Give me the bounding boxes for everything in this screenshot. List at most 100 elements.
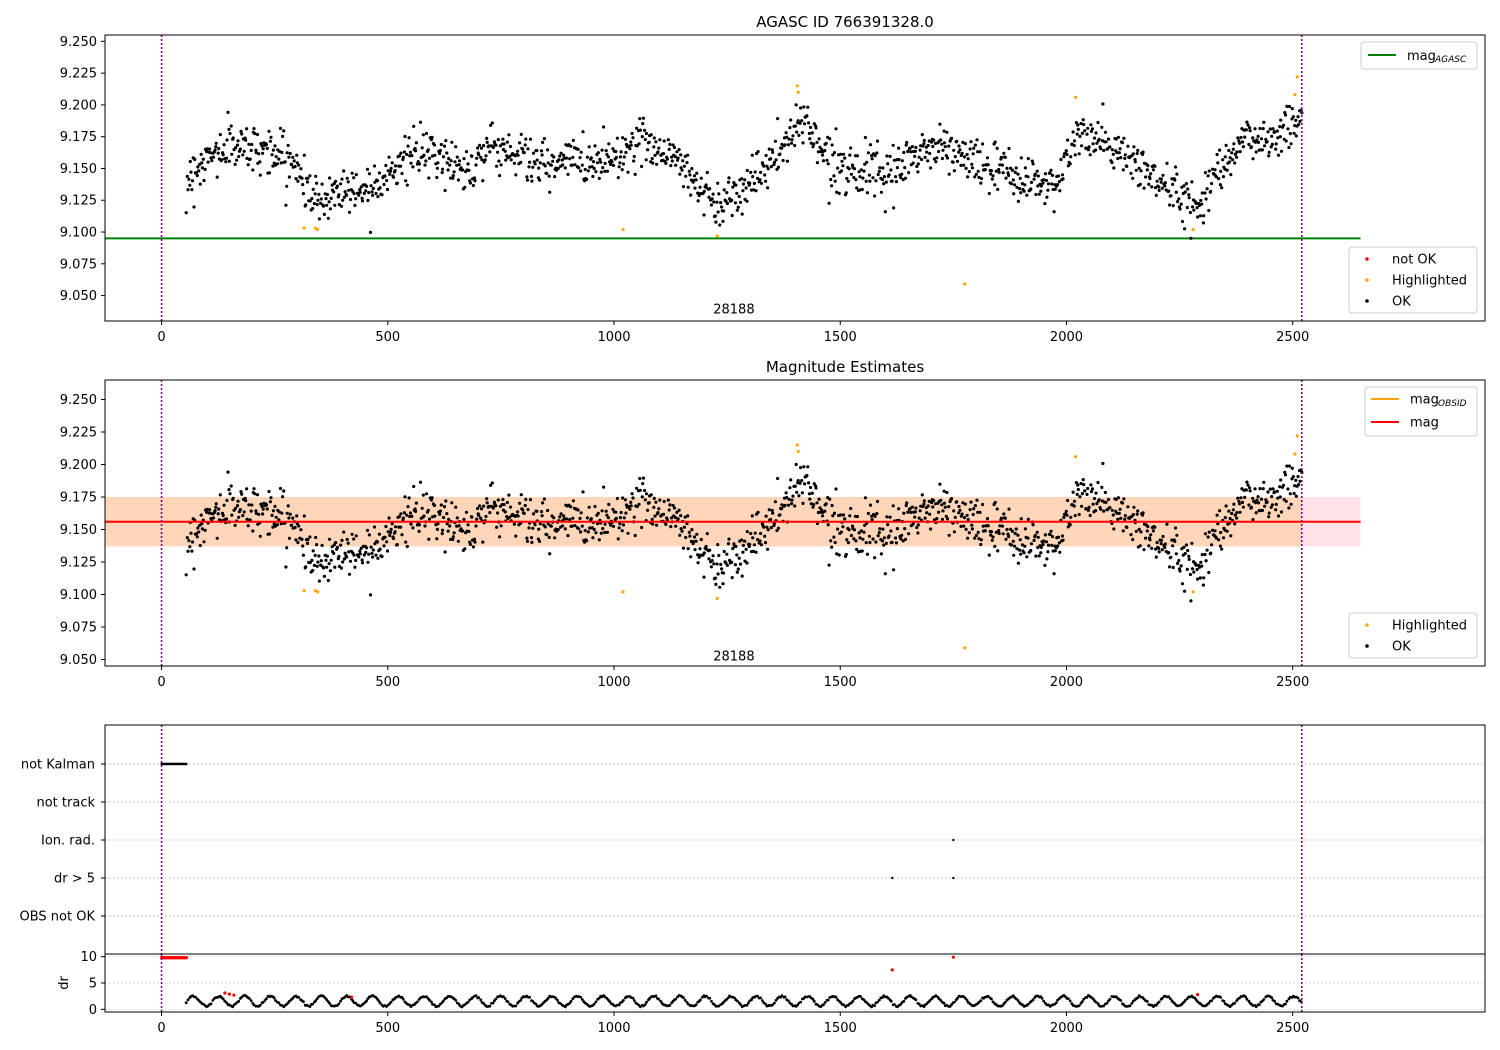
ok-point (329, 196, 333, 200)
ok-point (508, 154, 512, 159)
ok-point (1287, 145, 1291, 150)
ok-point (617, 165, 621, 169)
ok-point (963, 502, 968, 506)
panel1-y-tick-label: 9.050 (60, 289, 97, 304)
ok-point (670, 516, 674, 520)
ok-point (385, 178, 389, 183)
ok-point (591, 536, 595, 540)
ok-point (839, 513, 843, 517)
dr-ok-point (430, 1000, 433, 1004)
ok-point (1192, 570, 1196, 574)
ok-point (472, 537, 477, 541)
ok-point (989, 533, 993, 537)
ok-point (299, 528, 303, 532)
ok-point (1159, 177, 1164, 181)
ok-point (325, 565, 329, 569)
ok-point (1119, 156, 1123, 160)
ok-point (1101, 461, 1105, 466)
ok-point (998, 163, 1002, 167)
ok-point (1225, 168, 1229, 172)
ok-point (406, 505, 410, 509)
dr-ok-point (261, 1001, 265, 1004)
ok-point (1248, 489, 1252, 493)
ok-point (316, 198, 320, 202)
ok-point (1199, 198, 1203, 203)
ok-point (1279, 478, 1283, 482)
ok-point (759, 543, 764, 547)
ok-point (1096, 120, 1100, 125)
ok-point (882, 175, 887, 179)
ok-point (319, 201, 323, 205)
ok-point (1147, 544, 1151, 548)
ok-point (973, 504, 978, 508)
ok-point (616, 176, 620, 180)
ok-point (1120, 141, 1125, 145)
ok-point (1116, 517, 1120, 521)
ok-point (824, 141, 828, 145)
ok-point (455, 516, 459, 520)
ok-point (617, 526, 621, 530)
ok-point (1267, 154, 1271, 158)
ok-point (442, 144, 447, 148)
dr-ok-point (571, 997, 575, 1001)
ok-point (1119, 516, 1123, 520)
panel1-y-tick-label: 9.100 (60, 226, 97, 241)
ok-point (455, 155, 459, 159)
ok-point (981, 502, 985, 507)
ok-point (327, 200, 331, 204)
ok-point (571, 499, 576, 503)
ok-point (679, 166, 683, 170)
ok-point (1198, 576, 1202, 580)
ok-point (479, 155, 483, 159)
ok-point (718, 223, 722, 227)
ok-point (184, 573, 188, 577)
ok-point (490, 481, 494, 485)
ok-point (993, 140, 997, 144)
ok-point (1010, 529, 1015, 533)
dr-ok-point (1207, 1001, 1211, 1005)
panel2-y-tick-label: 9.050 (60, 653, 97, 668)
ok-point (631, 136, 635, 140)
ok-point (714, 582, 718, 587)
ok-point (283, 160, 287, 164)
ok-point (817, 137, 821, 141)
ok-point (433, 514, 437, 518)
ok-point (669, 525, 673, 529)
ok-point (894, 175, 898, 179)
ok-point (790, 138, 794, 142)
ok-point (1157, 550, 1161, 554)
ok-point (281, 134, 285, 138)
ok-point (1136, 509, 1140, 513)
ok-point (1145, 168, 1149, 172)
ok-point (855, 514, 860, 519)
ok-point (871, 537, 875, 541)
ok-point (196, 165, 200, 169)
ok-point (666, 498, 670, 502)
ok-point (1019, 156, 1023, 160)
ok-point (369, 545, 373, 549)
ok-point (1261, 487, 1265, 491)
dr-ok-point (519, 999, 523, 1002)
ok-point (649, 133, 653, 137)
ok-point (993, 183, 997, 187)
ok-point (365, 546, 369, 550)
ok-point (226, 110, 230, 114)
ok-point (450, 140, 454, 144)
ok-point (201, 157, 205, 161)
ok-point (1182, 184, 1186, 188)
ok-point (208, 511, 212, 515)
ok-point (863, 523, 867, 527)
ok-point (566, 534, 570, 538)
ok-point (526, 147, 530, 151)
ok-point (704, 183, 708, 187)
ok-point (304, 203, 308, 207)
ok-point (354, 197, 358, 201)
dr-ok-point (811, 997, 815, 1001)
ok-point (439, 142, 443, 147)
ok-point (1244, 488, 1248, 492)
ok-point (343, 190, 347, 194)
ok-point (435, 166, 439, 170)
ok-point (728, 558, 732, 563)
dr-ok-point (1154, 1003, 1158, 1007)
